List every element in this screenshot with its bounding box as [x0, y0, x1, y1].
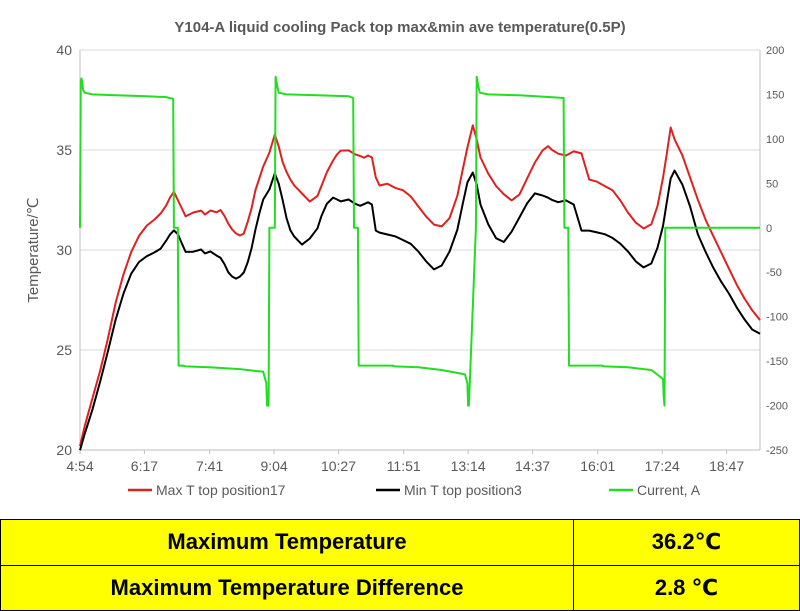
- x-tick-label: 7:41: [196, 458, 223, 474]
- x-tick-label: 17:24: [645, 458, 680, 474]
- x-tick-label: 4:54: [66, 458, 93, 474]
- summary-table: Maximum Temperature 36.2℃ Maximum Temper…: [0, 519, 800, 611]
- chart-container: Y104-A liquid cooling Pack top max&min a…: [25, 19, 789, 498]
- legend-entry: Current, A: [637, 482, 701, 498]
- series-line-3: [79, 75, 760, 407]
- x-tick-label: 13:14: [451, 458, 486, 474]
- x-tick-label: 6:17: [131, 458, 158, 474]
- x-tick-label: 18:47: [709, 458, 744, 474]
- y2-tick-label: 0: [766, 223, 772, 235]
- summary-row-max-temp: Maximum Temperature 36.2℃: [0, 519, 800, 566]
- y-tick-label: 20: [56, 442, 72, 458]
- summary-row-max-diff: Maximum Temperature Difference 2.8 ℃: [0, 564, 800, 611]
- legend: Max T top position17 Min T top position3 C…: [128, 482, 701, 498]
- y-tick-label: 40: [56, 42, 72, 58]
- x-tick-label: 16:01: [580, 458, 615, 474]
- y2-tick-label: -50: [766, 267, 782, 279]
- y2-tick-label: 150: [766, 89, 784, 101]
- summary-table-container: Maximum Temperature 36.2℃ Maximum Temper…: [0, 519, 800, 611]
- legend-entry: Min T top position3: [404, 482, 522, 498]
- summary-value: 2.8 ℃: [573, 564, 800, 611]
- x-tick-label: 9:04: [260, 458, 287, 474]
- x-tick-label: 10:27: [321, 458, 356, 474]
- y-tick-label: 30: [56, 242, 72, 258]
- y2-tick-label: -250: [766, 445, 788, 457]
- y2-tick-label: 200: [766, 45, 784, 57]
- y2-tick-label: -200: [766, 401, 788, 413]
- y2-tick-label: -100: [766, 312, 788, 324]
- summary-value: 36.2℃: [573, 519, 800, 566]
- x-tick-label: 14:37: [515, 458, 550, 474]
- y-axis-label: Temperature/℃: [25, 197, 42, 302]
- y-tick-label: 35: [56, 142, 72, 158]
- summary-label: Maximum Temperature: [0, 519, 574, 566]
- temperature-current-chart: Y104-A liquid cooling Pack top max&min a…: [25, 19, 789, 498]
- y2-tick-label: -150: [766, 356, 788, 368]
- summary-label: Maximum Temperature Difference: [0, 564, 574, 611]
- x-tick-label: 11:51: [387, 458, 421, 474]
- tick-labels: 20 25 30 35 40 -250 -200 -150 -100 -50 0 50 100 150 20…: [56, 42, 788, 474]
- legend-entry: Max T top position17: [156, 482, 286, 498]
- chart-title: Y104-A liquid cooling Pack top max&min a…: [174, 19, 625, 36]
- series-line-2: [79, 169, 761, 451]
- y2-tick-label: 100: [766, 134, 784, 146]
- series-lines: [79, 75, 761, 451]
- series-line-1: [79, 124, 761, 447]
- y-tick-label: 25: [56, 342, 72, 358]
- y2-tick-label: 50: [766, 178, 778, 190]
